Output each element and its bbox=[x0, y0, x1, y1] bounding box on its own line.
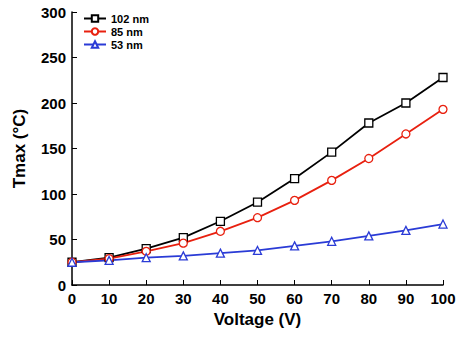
svg-text:300: 300 bbox=[41, 4, 66, 21]
svg-text:102 nm: 102 nm bbox=[111, 13, 149, 25]
svg-text:100: 100 bbox=[430, 290, 455, 307]
svg-text:0: 0 bbox=[68, 290, 76, 307]
svg-text:60: 60 bbox=[286, 290, 303, 307]
svg-text:150: 150 bbox=[41, 140, 66, 157]
svg-text:85 nm: 85 nm bbox=[111, 26, 143, 38]
svg-text:40: 40 bbox=[212, 290, 229, 307]
svg-text:90: 90 bbox=[398, 290, 415, 307]
svg-text:80: 80 bbox=[360, 290, 377, 307]
svg-text:Voltage (V): Voltage (V) bbox=[214, 310, 302, 329]
svg-text:30: 30 bbox=[175, 290, 192, 307]
svg-text:Tmax (°C): Tmax (°C) bbox=[10, 109, 29, 189]
svg-text:10: 10 bbox=[101, 290, 118, 307]
svg-text:50: 50 bbox=[249, 290, 266, 307]
svg-text:20: 20 bbox=[138, 290, 155, 307]
svg-text:53 nm: 53 nm bbox=[111, 39, 143, 51]
svg-text:100: 100 bbox=[41, 186, 66, 203]
svg-text:50: 50 bbox=[49, 231, 66, 248]
svg-text:250: 250 bbox=[41, 49, 66, 66]
svg-text:0: 0 bbox=[58, 277, 66, 294]
svg-text:70: 70 bbox=[323, 290, 340, 307]
svg-text:200: 200 bbox=[41, 95, 66, 112]
